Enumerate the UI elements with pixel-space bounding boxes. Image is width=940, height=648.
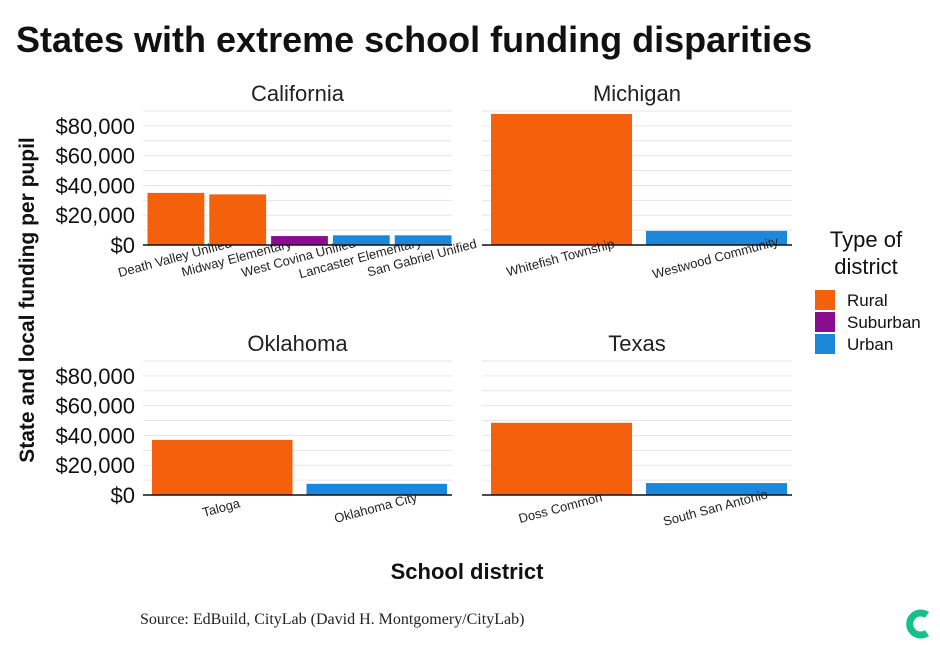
bar-whitefish-township [491,113,632,245]
y-axis-title: State and local funding per pupil [16,137,39,463]
bar-west-covina-unified [271,236,328,245]
bar-death-valley-unified [147,192,205,245]
citylab-logo-arc [906,609,930,639]
x-tick-label: Taloga [201,495,243,520]
y-tick-label: $0 [111,233,135,258]
citylab-logo-icon [906,609,930,639]
panel-oklahoma: Oklahoma $0 $20,000 $40,000 $60,000 $80,000 Ta… [55,331,452,526]
source-note: Source: EdBuild, CityLab (David H. Montg… [140,611,524,628]
y-tick-label: $40,000 [55,423,135,448]
y-tick-label: $80,000 [55,114,135,139]
bar-lancaster-elementary [332,235,390,245]
bar-south-san-antonio [646,483,787,495]
y-tick-label: $40,000 [55,173,135,198]
y-tick-label: $0 [111,483,135,508]
y-tick-label: $20,000 [55,453,135,478]
bar-doss-common [491,422,632,495]
y-tick-label: $60,000 [55,394,135,419]
bar-midway-elementary [209,194,267,245]
legend-label-rural: Rural [847,291,888,310]
legend-swatch-urban [815,334,835,354]
panel-title-michigan: Michigan [593,81,681,106]
chart-title: States with extreme school funding dispa… [16,19,812,60]
bar-san-gabriel-unified [394,235,452,245]
bar-oklahoma-city [306,483,447,495]
panels: California $0 $20,000 $40,000 $60,000 $80,000… [55,81,792,529]
legend-swatch-rural [815,290,835,310]
x-axis-title: School district [391,559,544,584]
y-tick-label: $60,000 [55,144,135,169]
panel-california: California $0 $20,000 $40,000 $60,000 $80,000… [55,81,478,281]
bar-taloga [152,439,293,495]
legend-title: Type of [830,227,903,252]
panel-title-texas: Texas [608,331,665,356]
panel-title-california: California [251,81,345,106]
panel-title-oklahoma: Oklahoma [247,331,348,356]
y-tick-label: $80,000 [55,364,135,389]
bar-westwood-community [646,230,787,245]
legend-title: district [834,254,898,279]
legend-label-suburban: Suburban [847,313,921,332]
legend-label-urban: Urban [847,335,893,354]
y-tick-label: $20,000 [55,203,135,228]
legend-swatch-suburban [815,312,835,332]
